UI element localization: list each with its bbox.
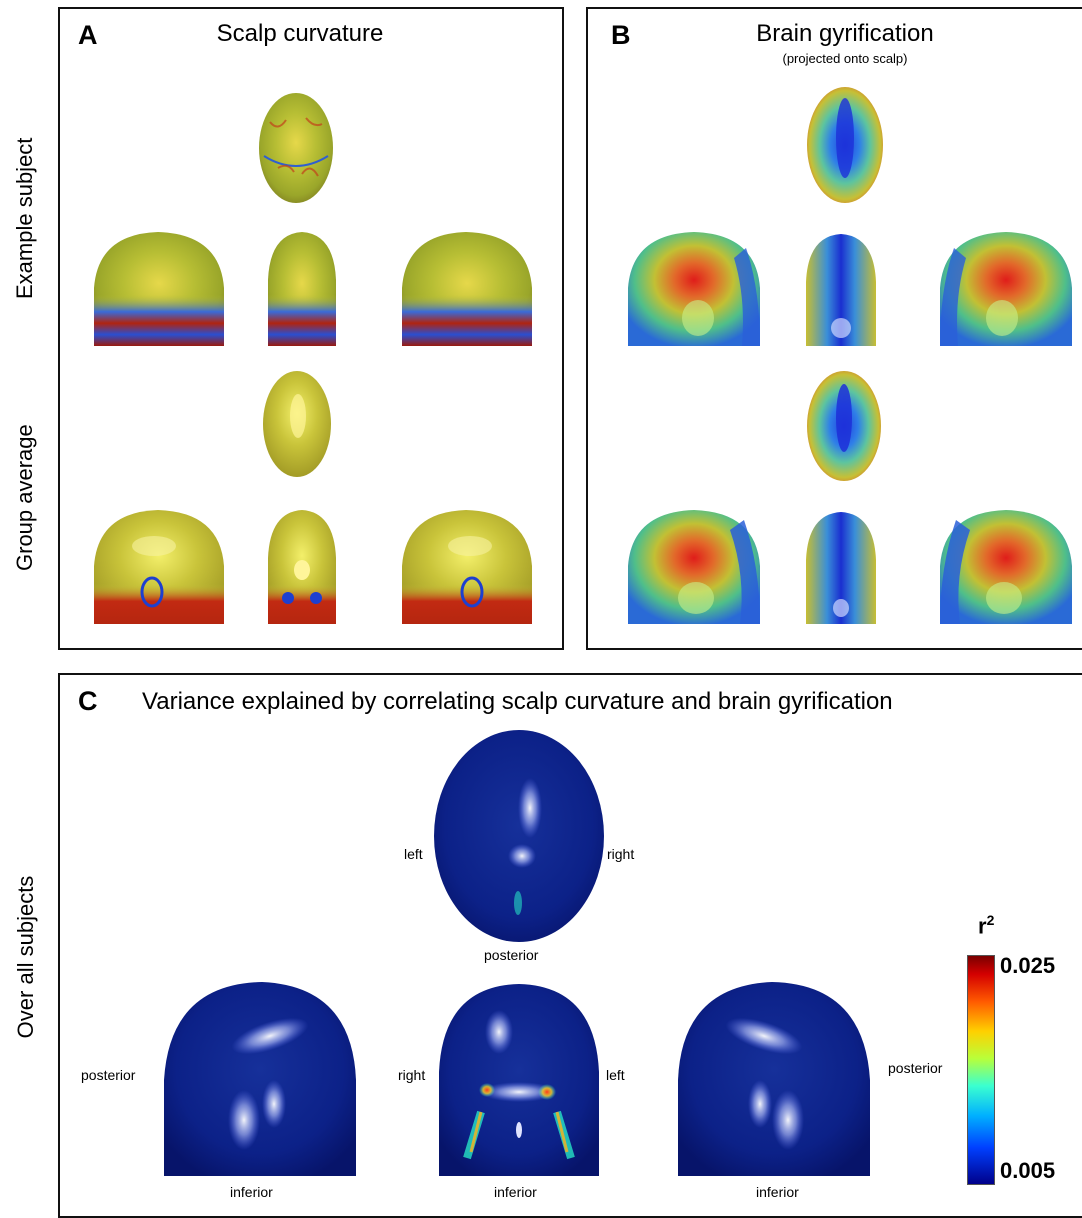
label-left-back: left bbox=[606, 1067, 625, 1083]
colorbar-label: r2 bbox=[978, 912, 994, 939]
gyri-average-top bbox=[807, 371, 881, 481]
label-posterior-top: posterior bbox=[484, 947, 539, 963]
scalp-example-left bbox=[94, 232, 224, 346]
colorbar bbox=[967, 955, 995, 1185]
gyri-average-right bbox=[940, 510, 1072, 624]
label-right-top: right bbox=[607, 846, 635, 862]
panel-c-title: Variance explained by correlating scalp … bbox=[142, 688, 893, 715]
scalp-average-left bbox=[94, 510, 224, 624]
label-inferior-back: inferior bbox=[494, 1184, 537, 1200]
scalp-average-right bbox=[402, 510, 532, 624]
panel-c-letter: C bbox=[78, 686, 98, 716]
panel-b-subtitle: (projected onto scalp) bbox=[782, 51, 908, 66]
variance-right bbox=[678, 982, 870, 1176]
panel-b-title: Brain gyrification bbox=[756, 20, 934, 47]
label-posterior-right: posterior bbox=[888, 1060, 943, 1076]
label-inferior-right: inferior bbox=[756, 1184, 799, 1200]
gyri-example-left bbox=[628, 232, 760, 346]
row-label-group-average: Group average bbox=[12, 424, 37, 571]
panel-b-letter: B bbox=[611, 20, 631, 50]
label-inferior-left: inferior bbox=[230, 1184, 273, 1200]
colorbar-label-sup: 2 bbox=[986, 912, 995, 928]
colorbar-max: 0.025 bbox=[1000, 953, 1056, 978]
panel-a-letter: A bbox=[78, 20, 98, 50]
row-label-example-subject: Example subject bbox=[12, 137, 37, 299]
colorbar-label-base: r bbox=[978, 913, 987, 939]
gyri-average-left bbox=[628, 510, 760, 624]
gyri-example-right bbox=[940, 232, 1072, 346]
label-right-back: right bbox=[398, 1067, 426, 1083]
scalp-average-top bbox=[263, 371, 331, 477]
gyri-example-top bbox=[807, 87, 883, 203]
panel-a-title: Scalp curvature bbox=[216, 20, 384, 47]
variance-left bbox=[164, 982, 356, 1176]
scalp-average-back bbox=[268, 510, 336, 624]
gyri-average-back bbox=[806, 512, 876, 624]
label-posterior-left: posterior bbox=[81, 1067, 136, 1083]
variance-top bbox=[434, 730, 604, 942]
gyri-example-back bbox=[806, 234, 876, 346]
scalp-example-back bbox=[268, 232, 336, 346]
colorbar-min: 0.005 bbox=[1000, 1158, 1056, 1183]
label-left-top: left bbox=[404, 846, 423, 862]
row-label-over-all-subjects: Over all subjects bbox=[13, 875, 38, 1039]
scalp-example-top bbox=[259, 93, 333, 203]
scalp-example-right bbox=[402, 232, 532, 346]
variance-back bbox=[439, 984, 599, 1176]
